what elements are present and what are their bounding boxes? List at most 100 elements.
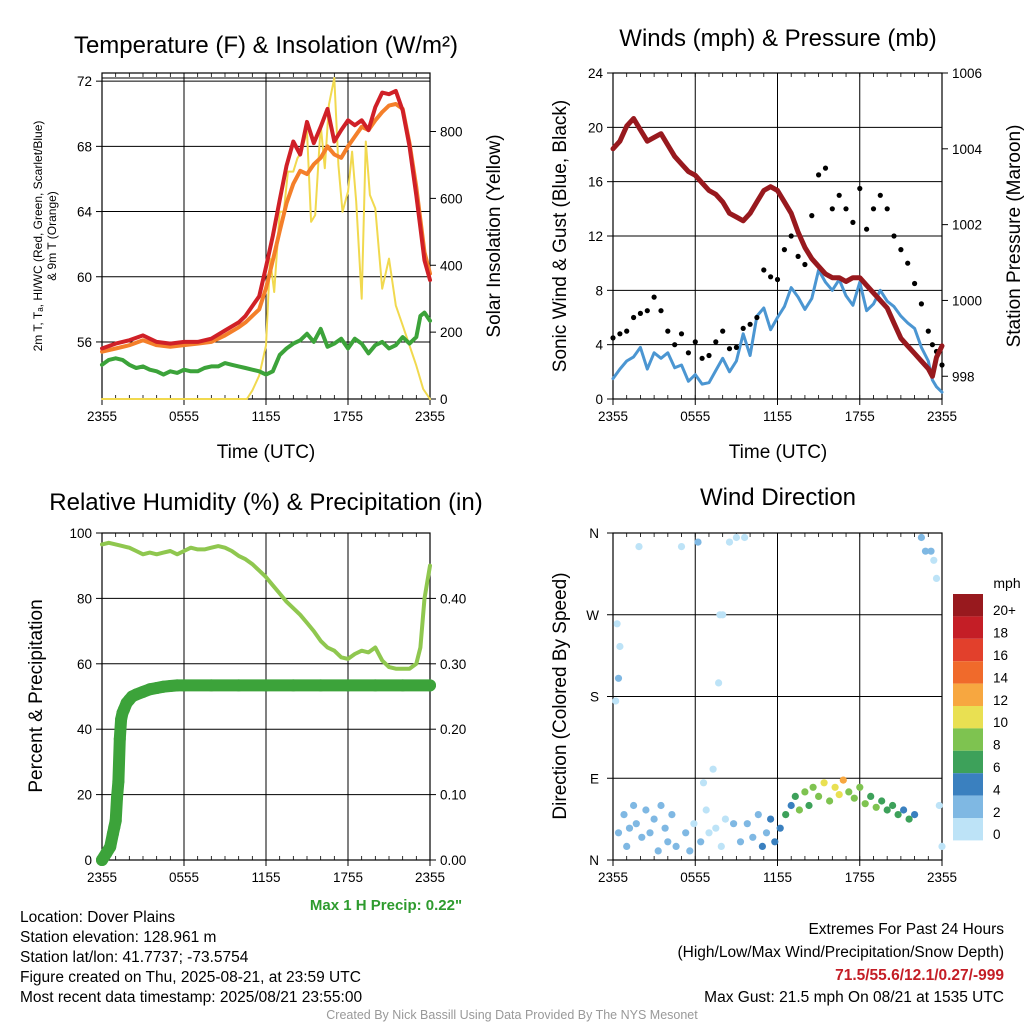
direction-point: [900, 806, 908, 814]
y-tick-label-left: 40: [77, 722, 92, 737]
direction-point: [709, 765, 717, 773]
colorbar-label: 20+: [993, 603, 1016, 618]
x-tick-label: 2355: [598, 870, 628, 885]
direction-point: [917, 533, 926, 542]
direction-point: [782, 811, 790, 819]
y-tick-label-right: 200: [440, 325, 463, 340]
y-tick-label-left: 60: [77, 270, 92, 285]
wind-gust-point: [699, 355, 705, 361]
direction-point: [938, 842, 946, 851]
y-tick-label-right: 1006: [952, 66, 982, 81]
y-tick-label-left: 80: [77, 591, 92, 606]
humidity-series: [96, 540, 436, 866]
humidity-ylabel-left: Percent & Precipitation: [26, 599, 47, 792]
direction-point: [820, 779, 828, 787]
pressure-line: [610, 116, 945, 379]
x-tick-label: 0555: [680, 409, 710, 424]
y-tick-label-right: 998: [952, 369, 975, 384]
wind-gust-point: [726, 346, 733, 352]
colorbar-label: 18: [993, 626, 1008, 641]
winds-ylabel-left: Sonic Wind & Gust (Blue, Black): [550, 100, 571, 372]
y-tick-label-right: 0: [440, 392, 448, 407]
colorbar-label: 6: [993, 760, 1001, 775]
max-precip-label: Max 1 H Precip: 0.22": [310, 897, 462, 914]
y-tick-label-left: 8: [595, 283, 603, 298]
wind-gust-point: [651, 294, 657, 300]
colorbar-label: 0: [993, 827, 1001, 842]
temperature-ticks: 2355 0555 1155 1755 2355 56 60 64 68 72 0 200 400 600…: [77, 73, 463, 424]
wind-gust-point: [788, 233, 794, 239]
direction-ylabel: Direction (Colored By Speed): [550, 572, 571, 819]
colorbar-label: 14: [993, 670, 1009, 685]
wind-gust-point: [939, 362, 945, 368]
y-tick-label-left: 72: [77, 74, 92, 89]
wind-gust-point: [644, 308, 650, 314]
direction-point: [717, 842, 725, 851]
direction-point: [657, 801, 665, 810]
x-tick-label: 1155: [763, 409, 792, 424]
colorbar-label: 2: [993, 805, 1001, 820]
x-tick-label: 2355: [598, 409, 628, 424]
colorbar-label: 4: [993, 782, 1001, 797]
wind-gust-point: [795, 253, 801, 259]
direction-point: [715, 679, 723, 687]
y-tick-label-right: 600: [440, 191, 463, 206]
colorbar-swatch: [953, 638, 983, 662]
direction-point: [614, 829, 623, 837]
x-tick-label: 0555: [169, 409, 199, 424]
y-tick-label-right: 1004: [952, 142, 983, 157]
x-tick-label: 0555: [169, 870, 199, 885]
y-tick-label-left: 68: [77, 139, 92, 154]
wind-gust-point: [857, 185, 863, 192]
colorbar-swatch: [953, 818, 983, 841]
temp-9m-line: [100, 102, 432, 354]
direction-point: [712, 824, 720, 832]
wind-gust-point: [822, 165, 829, 171]
direction-title: Wind Direction: [700, 484, 856, 511]
direction-point: [878, 797, 886, 805]
wind-gust-point: [733, 344, 740, 350]
wind-gust-point: [720, 328, 726, 334]
direction-point: [612, 697, 620, 705]
direction-point: [905, 815, 913, 823]
extremes-title: Extremes For Past 24 Hours: [808, 921, 1004, 938]
colorbar-swatch: [953, 773, 983, 796]
direction-point: [661, 824, 669, 832]
wind-gust-point: [836, 192, 842, 198]
y-tick-label-right: 0.30: [440, 657, 466, 672]
direction-point: [741, 533, 749, 542]
direction-point: [721, 815, 730, 823]
direction-point: [850, 794, 858, 802]
y-tick-label-right: 0.00: [440, 853, 466, 868]
direction-point: [620, 811, 628, 819]
y-tick-label-left: 64: [77, 205, 93, 220]
wind-gust-point: [692, 339, 698, 345]
winds-xlabel: Time (UTC): [729, 442, 828, 463]
y-tick-label-left: 20: [77, 788, 92, 803]
wind-gust-point: [747, 321, 753, 327]
direction-point: [935, 801, 943, 810]
direction-point: [632, 820, 640, 828]
wind-gust-point: [713, 339, 719, 345]
temperature-title: Temperature (F) & Insolation (W/m²): [74, 32, 458, 59]
footer-created: Figure created on Thu, 2025-08-21, at 23…: [20, 969, 361, 986]
colorbar-swatch: [953, 594, 983, 617]
humidity-line: [100, 540, 432, 671]
direction-grid: [613, 533, 942, 860]
direction-point: [815, 792, 823, 801]
colorbar-label: 10: [993, 715, 1008, 730]
y-tick-label-left: W: [586, 608, 599, 623]
wind-gust-point: [929, 342, 936, 348]
wind-gust-point: [610, 335, 616, 341]
direction-point: [791, 792, 799, 801]
insolation-line: [101, 77, 431, 400]
colorbar-swatch: [953, 728, 983, 751]
direction-point: [805, 801, 813, 810]
wind-gust-point: [912, 280, 918, 287]
winds-grid: [613, 73, 942, 399]
direction-point: [776, 824, 784, 832]
direction-point: [758, 842, 767, 851]
direction-point: [894, 811, 902, 819]
footer-recent: Most recent data timestamp: 2025/08/21 2…: [20, 989, 362, 1006]
